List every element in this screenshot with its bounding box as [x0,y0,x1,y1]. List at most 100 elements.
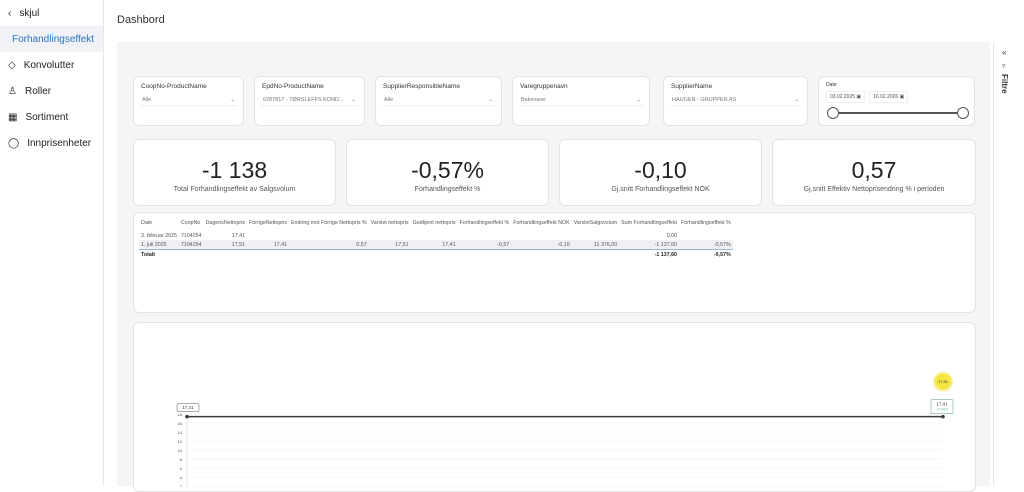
table-cell: 0,57 [289,240,369,250]
table-cell [289,231,369,240]
column-header[interactable]: Forhandlingseffekt NOK [513,220,570,226]
date-from-input[interactable]: 03.02.2025 ▣ [826,91,866,103]
kpi-avg-forhandlingseffekt-nok: -0,10 Gj.snitt Forhandlingseffekt NOK [559,139,762,206]
dropdown[interactable]: Alle ⌄ [382,94,495,106]
table-cell: 11 376,00 [571,240,620,250]
column-header[interactable]: Endring mot Forrige Nettopris % [291,220,367,226]
chevron-down-icon: ⌄ [488,96,493,103]
table-cell [369,231,411,240]
line-chart-card: 0.2.4.6.8.10.12.14.16.18.marsaprmaijunju… [133,322,976,492]
chevron-collapse-icon[interactable]: « [1002,48,1007,57]
date-slicer: Date 03.02.2025 ▣ 16.02.2026 ▣ [818,76,975,126]
total-cell [247,249,289,259]
table-cell: 17,41 [247,240,289,250]
dropdown[interactable]: Alle ⌄ [140,94,237,106]
tag-icon: ◇ [8,59,16,71]
date-range-track [833,112,961,114]
page-title: Dashbord [117,14,165,26]
column-header[interactable]: VarsletSalgsvolum [573,220,618,226]
total-cell [511,249,572,259]
table-cell: 17,51 [368,240,411,250]
users-icon: ♙ [8,85,17,97]
slicer-suppliername[interactable]: SupplierName HAUGEN - GRUPPEN AS ⌄ [663,76,808,126]
column-header[interactable]: DagensNettopris [205,220,246,226]
table-cell [411,231,458,240]
data-table: Date CoopNo DagensNettopris ForrigeNettopri… [133,212,976,313]
slicer-supplier-responsible[interactable]: SupplierResponsibleName Alle ⌄ [375,76,502,126]
dropdown[interactable]: HAUGEN - GRUPPEN AS ⌄ [670,94,801,106]
column-header[interactable]: Forhandlingseffekt % [459,220,510,226]
highlight-badge-label: 17,51 [938,379,949,384]
table-cell: -0,10 [511,240,572,250]
total-cell [457,249,512,259]
sidebar-item-konvolutter[interactable]: ◇ Konvolutter [8,59,75,71]
dropdown[interactable]: Bakevarer ⌄ [519,94,643,106]
kpi-forhandlingseffekt-pct: -0,57% Forhandlingseffekt % [346,139,549,206]
y-tick-label: 10. [177,448,183,453]
date-to-input[interactable]: 16.02.2026 ▣ [869,91,909,103]
chevron-down-icon: ⌄ [794,96,799,103]
slicer-varegruppenavn[interactable]: Varegruppenavn Bakevarer ⌄ [512,76,650,126]
range-start-handle[interactable] [827,107,839,119]
table-cell: 17,41 [410,240,458,250]
table-cell [247,231,289,240]
sidebar: ‹ skjul Forhandlingseffekt ◇ Konvolutter ♙… [0,0,104,486]
chevron-down-icon: ⌄ [230,96,235,103]
sidebar-item-innprisenheter[interactable]: ◯ Innprisenheter [8,137,92,149]
column-header[interactable]: ForrigeNettopris [249,220,287,226]
table-row[interactable]: 3. februar 2025 7104254 17,41 0,00 [139,231,733,240]
total-cell: -1 137,60 [619,249,680,259]
slicer-epdno[interactable]: EpdNo-ProductName 6287817 - TØRSLEFFS KON… [254,76,365,126]
total-cell [368,249,411,259]
table-row[interactable]: 1. juli 2025 7104254 17,51 17,41 0,57 17,51 17… [139,240,733,250]
table-cell [572,231,619,240]
data-point [185,414,189,419]
total-cell [203,249,248,259]
column-header[interactable]: Sum Forhandlingseffekt [621,220,678,226]
line-chart: 0.2.4.6.8.10.12.14.16.18.marsaprmaijunju… [176,371,954,487]
table-cell: -0,57% [679,240,733,250]
column-header[interactable]: CoopNo [180,220,201,226]
total-row: Totalt -1 137,60 -0,57% [139,249,733,259]
sidebar-item-forhandlingseffekt[interactable]: Forhandlingseffekt [0,26,103,52]
chevron-down-icon: ⌄ [351,96,356,103]
filter-pane[interactable]: « ▿ Filtre [993,42,1024,486]
data-label: 17,41 [936,402,948,407]
kpi-avg-nettoprisendring: 0,57 Gj.snitt Effektiv Nettoprisendring %… [772,139,976,206]
calendar-icon: ▣ [899,94,905,100]
y-tick-label: 14. [177,430,183,435]
table-cell [679,231,733,240]
data-point [941,414,945,419]
total-cell [289,249,369,259]
funnel-icon: ▿ [1002,63,1006,70]
column-header[interactable]: Varslet nettopris [370,220,409,226]
data-sublabel: -17,00% [936,408,948,412]
total-cell [178,249,204,259]
y-tick-label: 4. [180,475,183,480]
collapse-sidebar-button[interactable]: ‹ skjul [8,7,40,19]
column-header[interactable]: Godkjent nettopris [412,220,456,226]
stopwatch-icon: ◯ [8,137,20,149]
table-cell: 0,00 [666,232,678,239]
y-tick-label: 6. [180,466,183,471]
table-cell: 3. februar 2025 [141,232,177,239]
dropdown[interactable]: 6287817 - TØRSLEFFS KOND... ⌄ [261,94,358,106]
slicer-coopno[interactable]: CoopNo-ProductName Alle ⌄ [133,76,244,126]
total-cell [571,249,620,259]
total-cell: Totalt [139,249,179,259]
calendar-icon: ▣ [856,94,862,100]
table-cell: 1. juli 2025 [139,240,179,250]
table-cell: -0,57 [457,240,512,250]
building-icon: ▦ [8,111,18,123]
sidebar-item-roller[interactable]: ♙ Roller [8,85,52,97]
y-tick-label: 16. [177,421,183,426]
table-cell [458,231,512,240]
data-label-box [176,403,200,412]
range-end-handle[interactable] [957,107,969,119]
column-header[interactable]: Forhandlingseffekt % [681,220,731,226]
column-header[interactable]: Date [141,220,153,226]
table-cell: 17,51 [203,240,248,250]
chevron-down-icon: ⌄ [636,96,641,103]
highlight-badge [933,371,953,392]
sidebar-item-sortiment[interactable]: ▦ Sortiment [8,111,69,123]
